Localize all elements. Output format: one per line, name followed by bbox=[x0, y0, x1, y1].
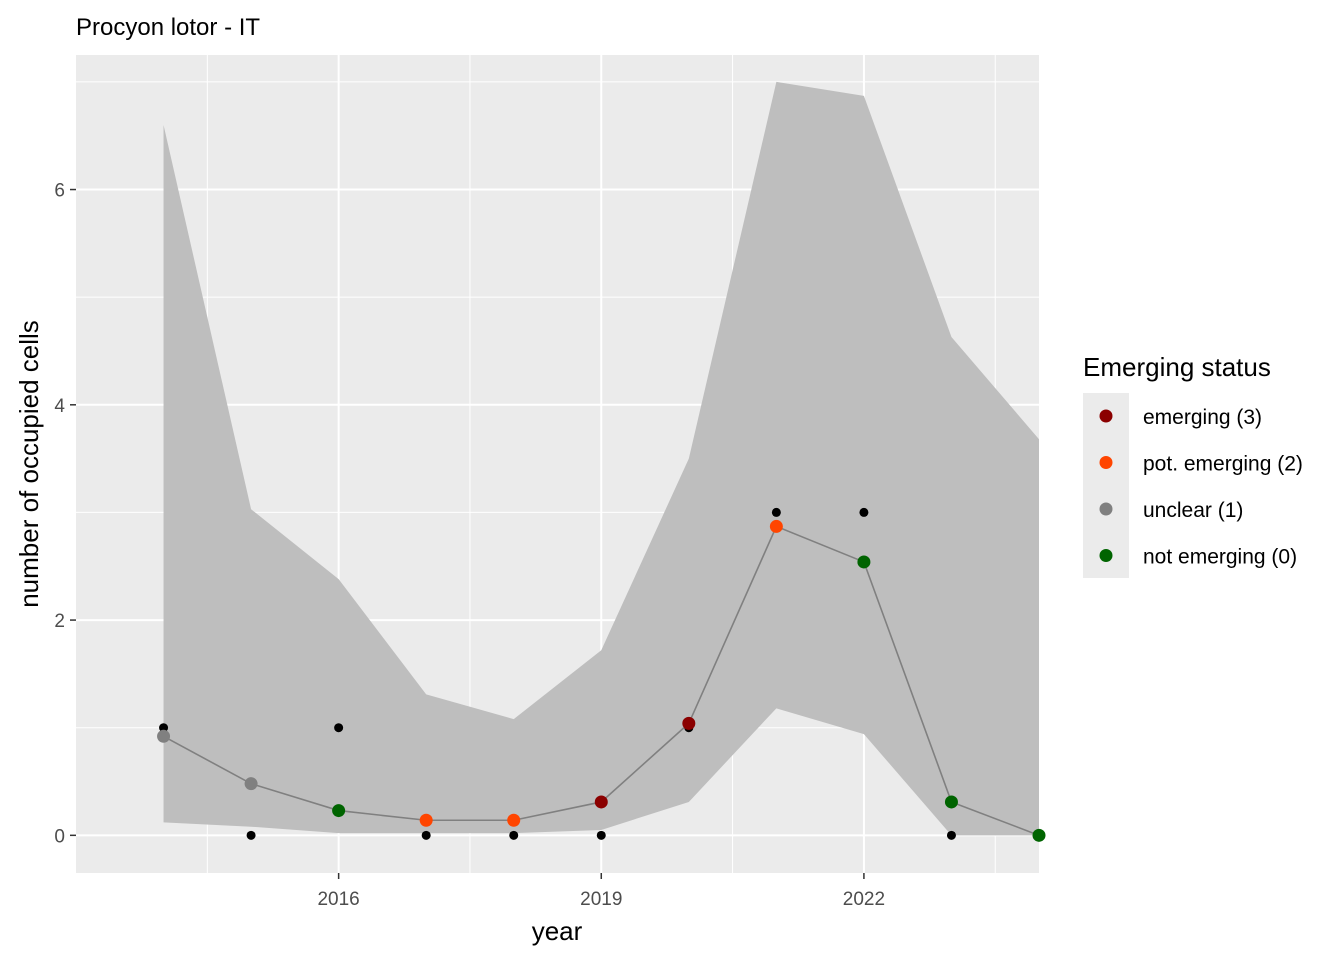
legend-label-status-3: emerging (3) bbox=[1143, 406, 1262, 429]
chart-title: Procyon lotor - IT bbox=[76, 14, 260, 41]
legend-label-status-0: not emerging (0) bbox=[1143, 546, 1297, 569]
status-point-2018 bbox=[507, 813, 521, 827]
legend-key-status-1 bbox=[1099, 502, 1113, 516]
y-tick-label-0: 0 bbox=[54, 826, 65, 847]
observed-point-2022 bbox=[859, 507, 869, 517]
x-tick-label-2019: 2019 bbox=[580, 889, 622, 910]
confidence-band-layer bbox=[163, 81, 1039, 836]
legend-key-status-0 bbox=[1099, 549, 1113, 562]
legend-items: emerging (3) pot. emerging (2) unclear (1)… bbox=[1099, 406, 1303, 569]
status-point-2014 bbox=[157, 729, 171, 743]
legend: Emerging status emerging (3) pot. emergin… bbox=[1083, 352, 1303, 578]
observed-point-2016 bbox=[334, 723, 344, 733]
status-point-2022 bbox=[857, 555, 871, 569]
status-point-2016 bbox=[332, 804, 346, 818]
observed-point-2021 bbox=[771, 507, 781, 517]
y-axis: 0 2 4 6 bbox=[54, 181, 76, 847]
observed-point-2015 bbox=[246, 830, 256, 840]
status-points-layer bbox=[157, 519, 1046, 842]
x-axis: 2016 2019 2022 bbox=[317, 873, 885, 910]
observed-point-2014 bbox=[159, 723, 169, 733]
status-point-2020 bbox=[682, 716, 696, 730]
y-axis-title: number of occupied cells bbox=[14, 320, 44, 608]
status-point-2023 bbox=[944, 795, 958, 809]
y-tick-label-6: 6 bbox=[54, 181, 65, 202]
x-axis-title: year bbox=[532, 916, 583, 946]
observed-point-2023 bbox=[946, 830, 956, 840]
status-point-2024 bbox=[1032, 828, 1046, 842]
observed-point-2019 bbox=[596, 830, 606, 840]
legend-key-background bbox=[1083, 393, 1129, 578]
status-point-2019 bbox=[594, 795, 608, 809]
observed-point-2018 bbox=[509, 830, 519, 840]
status-point-2021 bbox=[769, 519, 783, 533]
legend-label-status-2: pot. emerging (2) bbox=[1143, 453, 1303, 476]
observed-point-2017 bbox=[421, 830, 431, 840]
y-tick-label-2: 2 bbox=[54, 611, 65, 632]
legend-title: Emerging status bbox=[1083, 352, 1271, 382]
status-point-2017 bbox=[419, 813, 433, 827]
legend-key-status-2 bbox=[1099, 456, 1113, 469]
x-tick-label-2022: 2022 bbox=[843, 889, 885, 910]
confidence-band bbox=[163, 81, 1039, 836]
x-tick-label-2016: 2016 bbox=[317, 889, 359, 910]
legend-label-status-1: unclear (1) bbox=[1143, 499, 1243, 522]
status-point-2015 bbox=[244, 777, 258, 791]
y-tick-label-4: 4 bbox=[54, 396, 65, 417]
legend-key-status-3 bbox=[1099, 409, 1113, 423]
